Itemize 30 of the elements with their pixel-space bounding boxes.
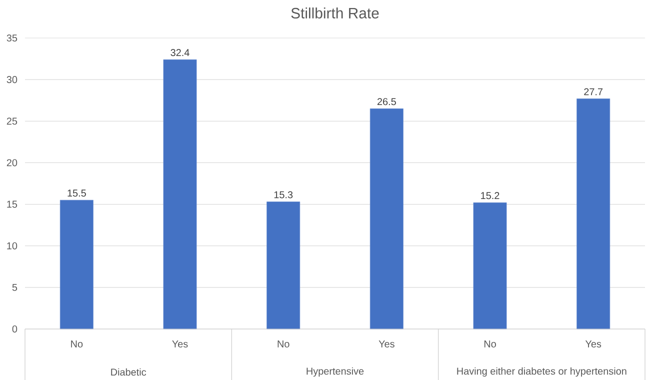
x-tick-label: Yes <box>172 340 188 348</box>
x-tick-label: Yes <box>378 340 394 348</box>
chart-title: Stillbirth Rate <box>291 8 379 18</box>
text: Hypertensive <box>306 367 364 377</box>
bar <box>473 202 507 330</box>
data-label: 27.7 <box>584 88 603 96</box>
data-label: 26.5 <box>377 98 396 106</box>
data-label: 15.2 <box>481 192 500 200</box>
data-label: 15.3 <box>274 191 293 198</box>
text: Diabetic <box>111 368 146 376</box>
bar <box>266 202 300 330</box>
y-tick-label: 0 <box>12 325 18 333</box>
y-tick-label: 30 <box>6 76 18 84</box>
y-tick-label: 5 <box>12 284 18 291</box>
y-tick-label: 15 <box>7 200 18 208</box>
x-tick-label: Yes <box>585 340 602 348</box>
bar <box>576 98 610 330</box>
data-label: 15.5 <box>68 190 86 197</box>
y-tick-label: 10 <box>7 242 18 250</box>
y-tick-label: 25 <box>6 118 18 125</box>
y-tick-label: 20 <box>6 159 18 166</box>
bar <box>163 59 197 330</box>
x-tick-label: No <box>71 340 83 348</box>
x-tick-label: No <box>278 340 290 348</box>
bar <box>60 200 94 330</box>
data-label: 32.4 <box>170 49 190 56</box>
y-tick-label: 35 <box>6 34 18 42</box>
x-tick-label: No <box>484 340 496 348</box>
bar <box>370 108 404 330</box>
text: Having either diabetes or hypertension <box>457 367 626 377</box>
